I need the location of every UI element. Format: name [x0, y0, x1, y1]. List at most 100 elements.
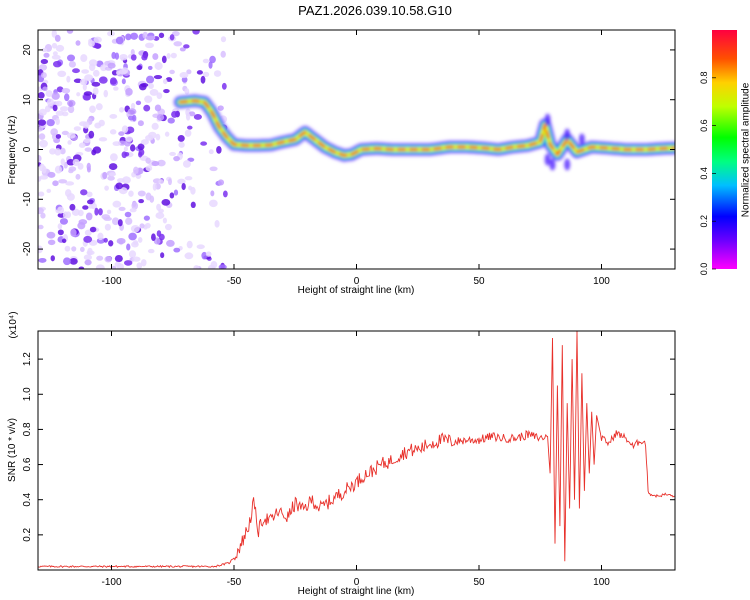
noise-blob [61, 238, 67, 244]
noise-blob [169, 69, 175, 75]
noise-blob [205, 251, 212, 257]
noise-blob [95, 264, 105, 269]
noise-blob [54, 34, 61, 42]
y-tick-label: 10 [22, 94, 33, 106]
noise-blob [61, 130, 69, 136]
noise-blob [76, 92, 81, 97]
noise-blob [221, 82, 227, 90]
x-tick-label: -100 [101, 577, 121, 588]
noise-blob [130, 32, 139, 40]
noise-blob [55, 134, 62, 139]
noise-blob [135, 100, 142, 106]
noise-blob [124, 211, 132, 218]
noise-blob [108, 163, 118, 171]
snr-line [38, 331, 675, 569]
noise-blob [57, 223, 63, 230]
noise-blob [173, 41, 183, 47]
noise-blob [61, 88, 71, 94]
noise-blob [217, 105, 224, 111]
noise-blob [156, 230, 162, 237]
noise-blob [109, 114, 118, 119]
noise-blob [57, 229, 64, 236]
noise-blob [121, 125, 129, 133]
noise-blob [54, 148, 62, 156]
y-tick-label: 1.2 [22, 352, 33, 366]
noise-blob [46, 98, 54, 107]
noise-blob [79, 121, 88, 127]
noise-blob [125, 136, 133, 142]
noise-blob [84, 74, 94, 82]
noise-blob [127, 115, 135, 121]
noise-blob [145, 192, 152, 201]
noise-blob [173, 189, 179, 196]
noise-blob [208, 149, 214, 155]
noise-blob [116, 237, 126, 245]
x-tick-label: -50 [227, 276, 242, 287]
x-tick-label: -50 [227, 577, 242, 588]
noise-blob [184, 176, 193, 181]
y-tick-label: 0.4 [22, 492, 33, 506]
noise-blob [112, 141, 121, 147]
noise-blob [153, 74, 163, 80]
noise-blob [118, 187, 128, 195]
noise-blob [92, 69, 100, 77]
noise-blob [51, 54, 61, 60]
noise-blob [145, 75, 155, 84]
noise-blob [64, 93, 70, 102]
noise-blob [38, 191, 45, 197]
noise-blob [51, 30, 57, 38]
noise-blob [38, 257, 47, 263]
noise-blob [162, 78, 168, 85]
noise-blob [79, 78, 88, 86]
noise-blob [218, 264, 227, 269]
noise-blob [141, 54, 148, 61]
snr-panel: -100 -50 0 50 100 0.20.40.60.81.01.2 (x10⁴) … [7, 311, 676, 597]
noise-blob [80, 54, 88, 62]
noise-blob [186, 240, 193, 249]
noise-blob [45, 90, 53, 97]
noise-blob [152, 53, 159, 60]
snr-y-axis: 0.2 0.4 0.6 0.8 1.0 1.2 [22, 352, 675, 542]
noise-blob [50, 255, 55, 262]
noise-blob [107, 30, 115, 37]
colorbar: 0.0 0.2 0.4 0.6 0.8 Normalized spectral ampl… [699, 30, 750, 275]
noise-blob [86, 199, 94, 205]
colorbar-label: Normalized spectral amplitude [740, 82, 750, 217]
noise-blob [79, 246, 85, 253]
noise-blob [123, 146, 129, 152]
spectrogram-y-axis: 20 10 0 -10 -20 [22, 44, 675, 256]
noise-blob [40, 59, 49, 65]
noise-blob [46, 188, 52, 194]
noise-blob [112, 217, 120, 226]
noise-blob [155, 212, 165, 219]
colorbar-tick-label: 0.6 [699, 119, 709, 132]
noise-blob [179, 71, 189, 79]
noise-blob [109, 129, 117, 135]
noise-blob [143, 104, 151, 112]
noise-blob [103, 89, 109, 98]
spectral-ridge [173, 93, 675, 171]
noise-blob [156, 92, 163, 100]
ridge-burst [549, 158, 556, 171]
noise-blob [67, 140, 72, 145]
noise-blob [97, 232, 104, 241]
figure-title: PAZ1.2026.039.10.58.G10 [298, 3, 452, 18]
noise-blob [47, 171, 56, 178]
noise-blob [161, 55, 167, 64]
noise-blob [42, 86, 48, 92]
noise-blob [121, 151, 128, 159]
noise-blob [52, 104, 58, 112]
noise-blob [193, 113, 202, 120]
noise-blob [171, 111, 178, 118]
noise-blob [137, 237, 143, 243]
noise-blob [38, 92, 45, 99]
noise-blob [177, 178, 186, 185]
noise-blob [71, 246, 77, 252]
noise-blob [200, 141, 208, 146]
noise-blob [66, 30, 74, 34]
noise-blob [98, 137, 108, 142]
noise-blob [82, 205, 89, 210]
noise-blob [202, 58, 210, 64]
noise-blob [171, 30, 180, 37]
noise-blob [128, 250, 137, 258]
